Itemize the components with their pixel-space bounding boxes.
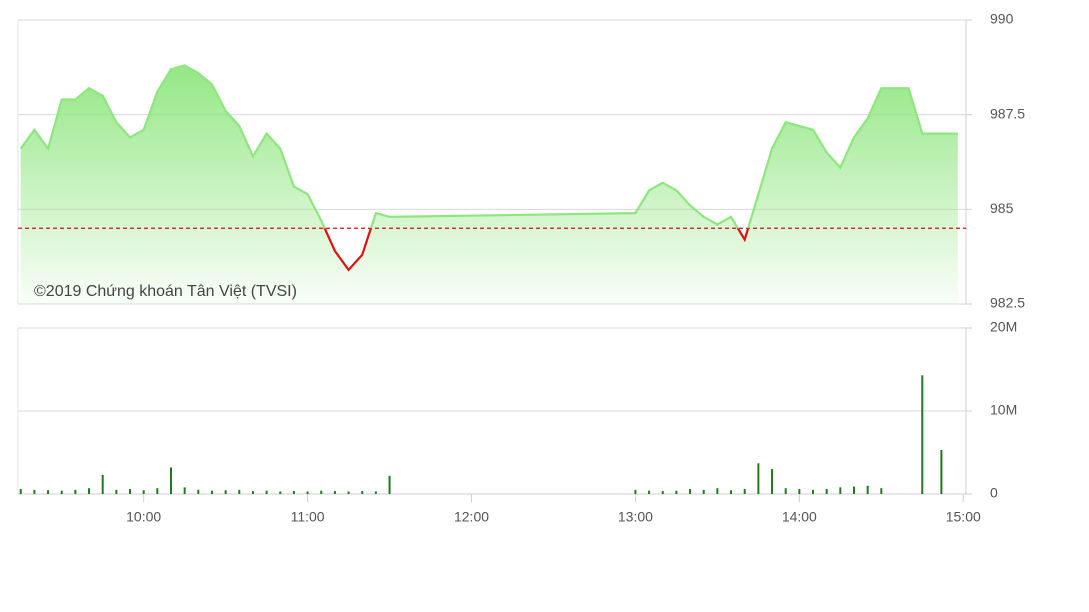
volume-bar: [374, 491, 377, 494]
volume-bar: [634, 489, 637, 494]
volume-bar: [784, 488, 787, 494]
volume-bar: [940, 450, 943, 494]
volume-bar: [183, 487, 186, 494]
volume-bar: [866, 485, 869, 494]
volume-bar: [224, 490, 227, 494]
volume-bar: [880, 488, 883, 494]
volume-bar: [702, 489, 705, 494]
volume-bar: [347, 491, 350, 494]
price-line: [19, 64, 958, 229]
x-tick-label: 10:00: [126, 509, 161, 525]
volume-bar: [60, 490, 63, 494]
volume-bar: [33, 489, 36, 494]
volume-bar: [320, 490, 323, 494]
volume-bar: [292, 491, 295, 494]
volume-bar: [129, 489, 132, 494]
volume-bar: [388, 475, 391, 494]
y-tick-label: 990: [990, 11, 1014, 27]
volume-bar: [279, 491, 282, 494]
x-tick-label: 14:00: [782, 509, 817, 525]
volume-bar: [361, 491, 364, 494]
x-tick-label: 15:00: [946, 509, 981, 525]
volume-bar: [88, 488, 91, 494]
price-line-below: [323, 228, 750, 272]
volume-bar: [238, 489, 241, 494]
volume-bar: [74, 489, 77, 494]
volume-bar: [47, 490, 50, 494]
volume-bar: [852, 486, 855, 494]
volume-bar: [251, 491, 254, 494]
volume-bar: [798, 489, 801, 494]
volume-bar: [825, 489, 828, 494]
volume-bar: [197, 489, 200, 494]
y-tick-label: 982.5: [990, 295, 1025, 311]
volume-bar: [675, 490, 678, 494]
y-tick-label: 10M: [990, 402, 1017, 418]
volume-bar: [169, 467, 172, 494]
volume-bar: [771, 469, 774, 494]
volume-bar: [101, 474, 104, 494]
volume-bar: [265, 490, 268, 494]
volume-bar: [19, 489, 22, 494]
volume-bar: [115, 489, 118, 494]
volume-bar: [142, 490, 145, 494]
volume-bar: [757, 463, 760, 494]
volume-bar: [210, 490, 213, 494]
volume-bar: [716, 488, 719, 494]
x-tick-label: 11:00: [291, 509, 325, 525]
volume-bar: [156, 488, 159, 494]
x-tick-label: 12:00: [454, 509, 489, 525]
volume-bar: [921, 375, 924, 494]
y-tick-label: 985: [990, 200, 1014, 216]
y-tick-label: 0: [990, 485, 998, 501]
volume-bar: [812, 489, 815, 494]
volume-bar: [730, 490, 733, 494]
y-tick-label: 20M: [990, 319, 1017, 335]
volume-bar: [839, 487, 842, 494]
volume-bar: [689, 489, 692, 494]
copyright: ©2019 Chứng khoán Tân Việt (TVSI): [34, 283, 297, 300]
volume-bar: [306, 491, 309, 494]
price-area: [20, 65, 958, 305]
volume-bar: [661, 491, 664, 494]
volume-bar: [743, 489, 746, 494]
volume-bar: [333, 491, 336, 494]
y-tick-label: 987.5: [990, 105, 1025, 121]
volume-bar: [648, 490, 651, 494]
x-tick-label: 13:00: [618, 509, 653, 525]
